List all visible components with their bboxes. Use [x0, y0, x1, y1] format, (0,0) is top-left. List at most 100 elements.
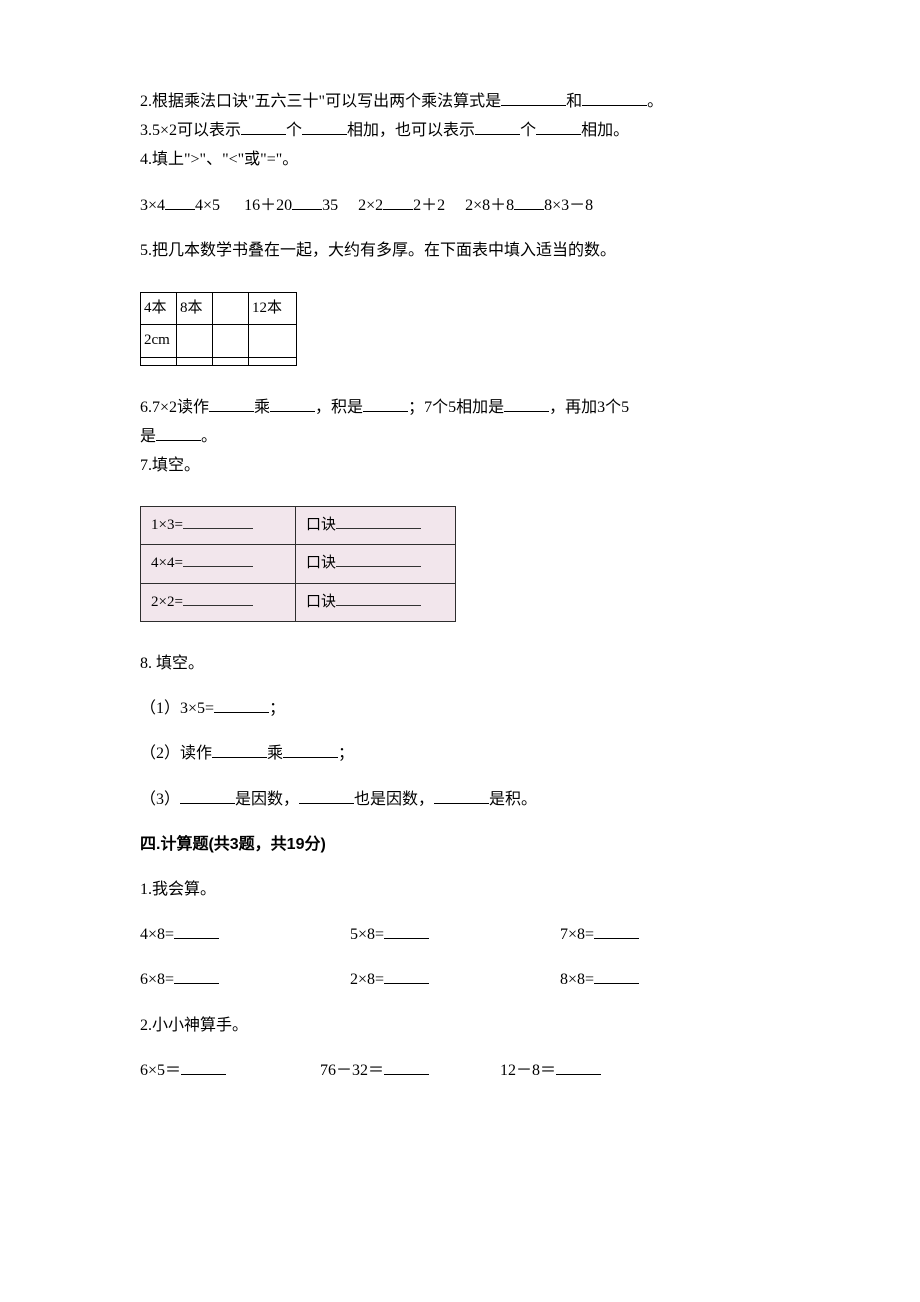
q8-sub3-blank-3[interactable] [434, 788, 489, 804]
sec4-q1-r2-0: 6×8= [140, 971, 174, 988]
q6-blank-3[interactable] [363, 396, 408, 412]
sec4-q2-prompt: 2.小小神算手。 [140, 1012, 780, 1039]
q5-prompt-text: 5.把几本数学书叠在一起，大约有多厚。在下面表中填入适当的数。 [140, 242, 616, 259]
question-8-sub1: （1）3×5= ； [140, 695, 780, 722]
q4-item-0-left: 3×4 [140, 197, 165, 214]
q2-text-a: 2.根据乘法口诀"五六三十"可以写出两个乘法算式是 [140, 93, 501, 110]
q8-sub2-blank-1[interactable] [212, 742, 267, 758]
q8-sub3-c: 也是因数， [354, 791, 434, 808]
sec4-q1-r1-1: 5×8= [350, 926, 384, 943]
q3-text-c: 相加，也可以表示 [347, 122, 475, 139]
sec4-q1-r2-1-blank[interactable] [384, 968, 429, 984]
question-3: 3.5×2可以表示 个 相加，也可以表示 个 相加。 [140, 117, 780, 144]
q4-blank-3[interactable] [514, 194, 544, 210]
sec4-q2-0-blank[interactable] [181, 1059, 226, 1075]
sec4-q1-r1-0: 4×8= [140, 926, 174, 943]
q6-text-a: 6.7×2读作 [140, 399, 209, 416]
q7-r1-right: 口诀 [306, 555, 336, 571]
question-5-table: 4本 8本 12本 2cm [140, 292, 297, 366]
question-8-sub3: （3）是因数，也是因数，是积。 [140, 786, 780, 813]
q7-r0-blank-l[interactable] [183, 514, 253, 529]
q6-text-f: 是 [140, 428, 156, 445]
question-4-items: 3×44×5 16＋2035 2×22＋2 2×8＋88×3－8 [140, 192, 780, 219]
q5-r2-0: 2cm [141, 325, 177, 358]
sec4-q2-prompt-text: 2.小小神算手。 [140, 1017, 248, 1034]
q8-sub3-blank-1[interactable] [180, 788, 235, 804]
q4-item-3-right: 8×3－8 [544, 197, 593, 214]
q3-blank-1[interactable] [241, 119, 286, 135]
q8-sub3-d: 是积。 [489, 791, 537, 808]
q6-blank-2[interactable] [270, 396, 315, 412]
q6-blank-1[interactable] [209, 396, 254, 412]
q8-sub2-b: 乘 [267, 745, 283, 762]
q6-blank-4[interactable] [504, 396, 549, 412]
q5-r2-1[interactable] [177, 325, 213, 358]
q8-prompt-text: 8. 填空。 [140, 655, 204, 672]
q4-blank-2[interactable] [383, 194, 413, 210]
q6-text-c: ，积是 [315, 399, 363, 416]
q7-r2-left: 2×2= [151, 594, 183, 610]
sec4-q1-prompt: 1.我会算。 [140, 876, 780, 903]
q5-h-1: 8本 [177, 292, 213, 325]
q5-r2-2[interactable] [213, 325, 249, 358]
sec4-q2-1-blank[interactable] [384, 1059, 429, 1075]
q6-text-d: ；7个5相加是 [408, 399, 504, 416]
q3-text-b: 个 [286, 122, 302, 139]
q7-r2-blank-r[interactable] [336, 591, 421, 606]
q8-sub3-blank-2[interactable] [299, 788, 354, 804]
q4-blank-0[interactable] [165, 194, 195, 210]
question-6: 6.7×2读作乘，积是；7个5相加是，再加3个5 [140, 394, 780, 421]
q7-r0-blank-r[interactable] [336, 514, 421, 529]
q6-blank-5[interactable] [156, 425, 201, 441]
sec4-q1-r2-0-blank[interactable] [174, 968, 219, 984]
sec4-q1-row2: 6×8= 2×8= 8×8= [140, 966, 780, 993]
sec4-q2-0: 6×5＝ [140, 1062, 181, 1079]
q7-r1-blank-l[interactable] [183, 552, 253, 567]
section-4-title: 四.计算题(共3题，共19分) [140, 831, 780, 858]
question-2: 2.根据乘法口诀"五六三十"可以写出两个乘法算式是 和 。 [140, 88, 780, 115]
sec4-q2-2-blank[interactable] [556, 1059, 601, 1075]
sec4-q1-r1-1-blank[interactable] [384, 923, 429, 939]
q2-blank-2[interactable] [582, 90, 647, 106]
question-8-sub2: （2）读作乘； [140, 740, 780, 767]
question-6-line2: 是。 [140, 423, 780, 450]
q5-r2-3[interactable] [249, 325, 297, 358]
q3-text-e: 相加。 [581, 122, 629, 139]
q2-text-b: 和 [566, 93, 582, 110]
sec4-q1-r1-2-blank[interactable] [594, 923, 639, 939]
q2-blank-1[interactable] [501, 90, 566, 106]
sec4-q1-r2-1: 2×8= [350, 971, 384, 988]
q7-r1-left: 4×4= [151, 555, 183, 571]
q3-text-d: 个 [520, 122, 536, 139]
q5-h-3: 12本 [249, 292, 297, 325]
q4-item-0-right: 4×5 [195, 197, 220, 214]
q3-blank-3[interactable] [475, 119, 520, 135]
q4-item-1-left: 16＋20 [244, 197, 292, 214]
q3-text-a: 3.5×2可以表示 [140, 122, 241, 139]
q5-h-2 [213, 292, 249, 325]
q7-r2-right: 口诀 [306, 594, 336, 610]
question-7-table: 1×3= 口诀 4×4= 口诀 2×2= 口诀 [140, 506, 456, 623]
q7-r1-blank-r[interactable] [336, 552, 421, 567]
sec4-q1-r1-0-blank[interactable] [174, 923, 219, 939]
sec4-q1-r1-2: 7×8= [560, 926, 594, 943]
q4-item-2-left: 2×2 [358, 197, 383, 214]
q8-sub1-a: （1）3×5= [140, 700, 214, 717]
q4-blank-1[interactable] [292, 194, 322, 210]
sec4-q1-r2-2-blank[interactable] [594, 968, 639, 984]
q3-blank-4[interactable] [536, 119, 581, 135]
question-4-prompt: 4.填上">"、"<"或"="。 [140, 146, 780, 173]
q8-sub2-blank-2[interactable] [283, 742, 338, 758]
q7-r2-blank-l[interactable] [183, 591, 253, 606]
q3-blank-2[interactable] [302, 119, 347, 135]
q8-sub1-blank[interactable] [214, 697, 269, 713]
q2-text-c: 。 [647, 93, 663, 110]
q4-prompt-text: 4.填上">"、"<"或"="。 [140, 151, 298, 168]
q4-item-1-right: 35 [322, 197, 338, 214]
q4-item-3-left: 2×8＋8 [465, 197, 514, 214]
question-8-prompt: 8. 填空。 [140, 650, 780, 677]
q8-sub1-b: ； [269, 700, 285, 717]
sec4-q1-r2-2: 8×8= [560, 971, 594, 988]
q7-r0-left: 1×3= [151, 517, 183, 533]
sec4-q1-row1: 4×8= 5×8= 7×8= [140, 921, 780, 948]
